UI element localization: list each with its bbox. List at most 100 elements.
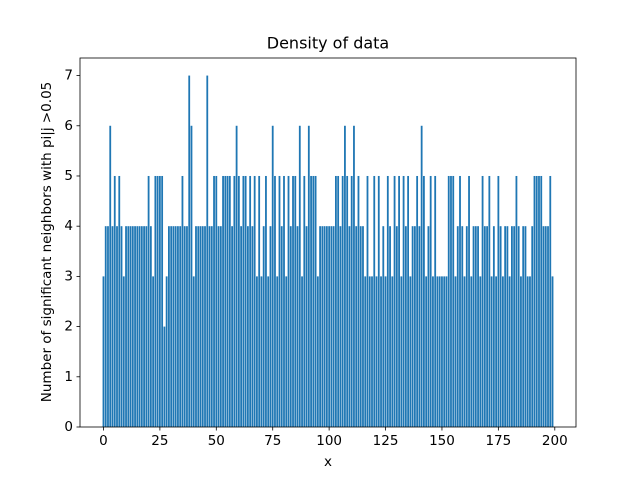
bar [253,175,256,427]
bar [307,125,310,427]
bar [511,226,513,427]
bar [508,276,511,427]
x-tick-label: 125 [373,433,399,449]
bar [535,175,538,427]
bar [283,175,285,427]
bar [314,175,317,427]
bar [513,226,516,427]
bar [113,175,116,427]
bar [368,276,371,427]
bar [120,226,123,427]
bar [418,226,421,427]
bar [447,175,450,427]
bar [183,226,186,427]
bar [303,175,306,427]
bar [237,175,240,427]
bar [226,175,229,427]
bar [154,175,157,427]
bar [107,226,109,427]
bar [116,226,118,427]
bar [256,276,258,427]
bar [249,175,252,427]
bar [520,276,522,427]
bar [429,175,432,427]
y-tick-label: 0 [64,419,73,435]
bar [224,175,227,427]
bar [452,175,455,427]
bar [389,226,391,427]
bar [427,226,430,427]
bar [104,226,107,427]
bar [551,276,554,427]
bar [413,226,416,427]
bar [353,125,355,427]
bar [285,276,288,427]
bar [280,226,283,427]
y-tick-label: 2 [64,319,73,335]
bar [195,226,197,427]
bar [533,175,536,427]
bar [287,175,290,427]
y-axis-label: Number of significant neighbors with pi|… [39,82,55,402]
bar [323,226,326,427]
bar [366,175,369,427]
bar [474,226,477,427]
bar [213,175,215,427]
bar [359,226,362,427]
bar [495,276,498,427]
bar [192,276,195,427]
bar [436,276,439,427]
x-tick-label: 200 [542,433,568,449]
bar [492,226,495,427]
x-tick-label: 50 [208,433,225,449]
bar [517,226,520,427]
bar [109,125,112,427]
bar [217,226,220,427]
bar [170,226,173,427]
bar [506,226,509,427]
bar [186,226,188,427]
bar [199,226,202,427]
bar [147,175,150,427]
bar [334,175,337,427]
bar [219,226,222,427]
bar [298,125,301,427]
bar [143,226,145,427]
bar [201,226,204,427]
bar [258,175,261,427]
bar [156,175,159,427]
bar [208,226,211,427]
bar [204,226,206,427]
bar [165,276,168,427]
bar [145,226,148,427]
bar [395,226,398,427]
bar [456,226,459,427]
bar [136,226,139,427]
bar [463,276,466,427]
bar [481,175,484,427]
bar [337,175,340,427]
plot-frame [79,57,577,428]
bar [346,175,349,427]
bar [274,175,276,427]
bar [233,175,236,427]
bar [188,75,191,428]
bar [547,226,549,427]
bar [111,226,114,427]
bar [472,226,475,427]
bar [355,226,358,427]
bar [434,175,437,427]
bar [206,75,209,428]
bar [497,175,500,427]
bar [140,226,143,427]
bar [231,226,233,427]
bar [477,226,479,427]
bar [380,276,382,427]
bar [443,276,446,427]
bar [267,276,270,427]
bar [296,226,299,427]
bar [470,276,473,427]
bar [339,226,342,427]
bar [404,226,407,427]
bar [134,226,136,427]
